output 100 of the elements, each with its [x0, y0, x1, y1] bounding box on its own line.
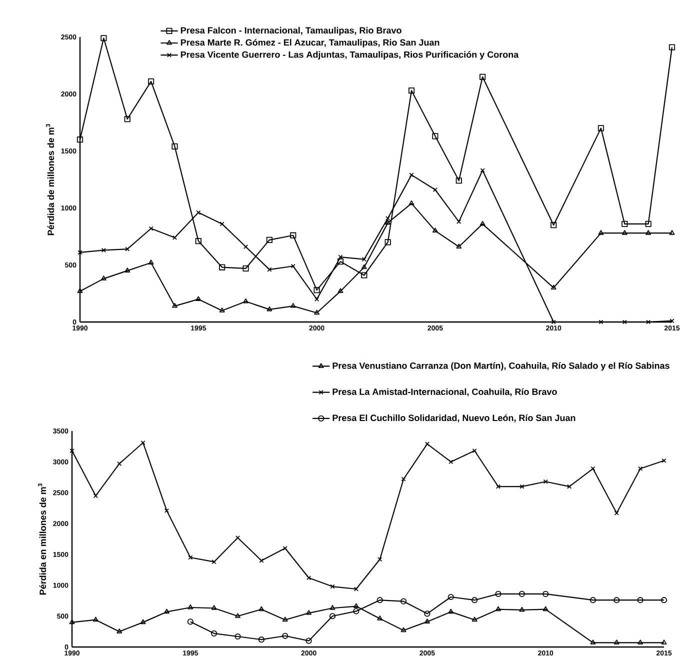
legend-label: Presa Venustiano Carranza (Don Martín), Coahuila, Río Salado y el Río Sabinas [332, 362, 670, 371]
point [424, 610, 430, 617]
point [219, 264, 226, 270]
legend-label: Presa El Cuchillo Solidaridad, Nuevo León, Río San Juan [332, 414, 576, 422]
point [282, 616, 288, 622]
point [124, 116, 130, 122]
point [637, 597, 644, 604]
point [243, 244, 248, 250]
point [282, 632, 288, 639]
point [432, 133, 438, 140]
point [124, 268, 130, 272]
point [100, 35, 107, 42]
point [400, 627, 406, 632]
point [622, 230, 628, 235]
point [314, 287, 320, 294]
point [456, 219, 462, 224]
point [117, 461, 122, 466]
point [408, 88, 415, 94]
point [196, 296, 202, 301]
point [598, 320, 604, 324]
point [598, 125, 604, 132]
point [424, 618, 430, 624]
point [567, 484, 572, 489]
point [590, 466, 596, 471]
point [258, 636, 264, 643]
point [266, 306, 272, 312]
point [472, 448, 477, 454]
point [101, 248, 106, 252]
point [646, 230, 652, 235]
point [472, 597, 478, 604]
point [290, 302, 296, 308]
point [362, 257, 366, 262]
point [195, 238, 202, 244]
point [234, 633, 241, 640]
point [386, 216, 390, 221]
point [140, 440, 146, 446]
point [329, 613, 336, 620]
point [267, 267, 272, 272]
point [361, 272, 368, 278]
point [306, 638, 312, 644]
point [258, 606, 264, 612]
point [622, 320, 627, 324]
point [542, 590, 549, 597]
point [188, 555, 193, 560]
point [314, 296, 320, 302]
point [148, 78, 154, 84]
point [330, 605, 336, 610]
point [496, 484, 501, 489]
point [314, 310, 320, 315]
point [219, 308, 225, 312]
point [116, 628, 122, 634]
point [290, 264, 296, 268]
point [520, 484, 524, 489]
point [614, 597, 620, 604]
point [148, 260, 154, 264]
point [242, 265, 249, 272]
legend-label: Presa Falcon - Internacional, Tamaulipas, Rio Bravo [180, 26, 402, 36]
point [148, 226, 154, 231]
point [638, 466, 643, 471]
point [306, 610, 312, 615]
point [290, 232, 296, 238]
point [172, 143, 178, 150]
point [622, 220, 628, 228]
point [125, 246, 130, 252]
point [385, 220, 391, 225]
point [448, 594, 454, 600]
point [448, 608, 454, 614]
point [495, 590, 502, 597]
point [354, 586, 358, 592]
legend-label: Presa Marte R. Gómez - El Azucar, Tamaulipas, Rio San Juan [180, 38, 440, 48]
point [337, 258, 344, 265]
legend-label: Presa La Amistad-Internacional, Coahuila, Río Bravo [332, 388, 557, 396]
point [668, 44, 676, 50]
point [330, 584, 335, 589]
point [401, 476, 406, 482]
point [543, 479, 548, 484]
point [480, 220, 486, 226]
point [259, 558, 264, 563]
point [550, 222, 557, 228]
point [638, 640, 644, 644]
point [384, 239, 391, 246]
point [614, 510, 619, 516]
point [472, 616, 478, 622]
point [376, 597, 383, 604]
legend-label: Presa Vicente Guerrero - Las Adjuntas, Tamaulipas, Rios Purificación y Corona [180, 51, 519, 60]
point [140, 619, 146, 624]
y-axis-title: Pérdida en millones de m$^{3}$ [38, 484, 46, 595]
point [353, 603, 359, 608]
point [361, 264, 367, 270]
point [377, 616, 383, 620]
point [496, 606, 501, 612]
point [614, 640, 620, 644]
point [266, 236, 272, 243]
point [542, 606, 548, 612]
point [551, 320, 556, 324]
point [353, 608, 360, 614]
point [456, 244, 462, 249]
point [100, 276, 106, 280]
point [188, 604, 194, 610]
point [432, 187, 438, 192]
